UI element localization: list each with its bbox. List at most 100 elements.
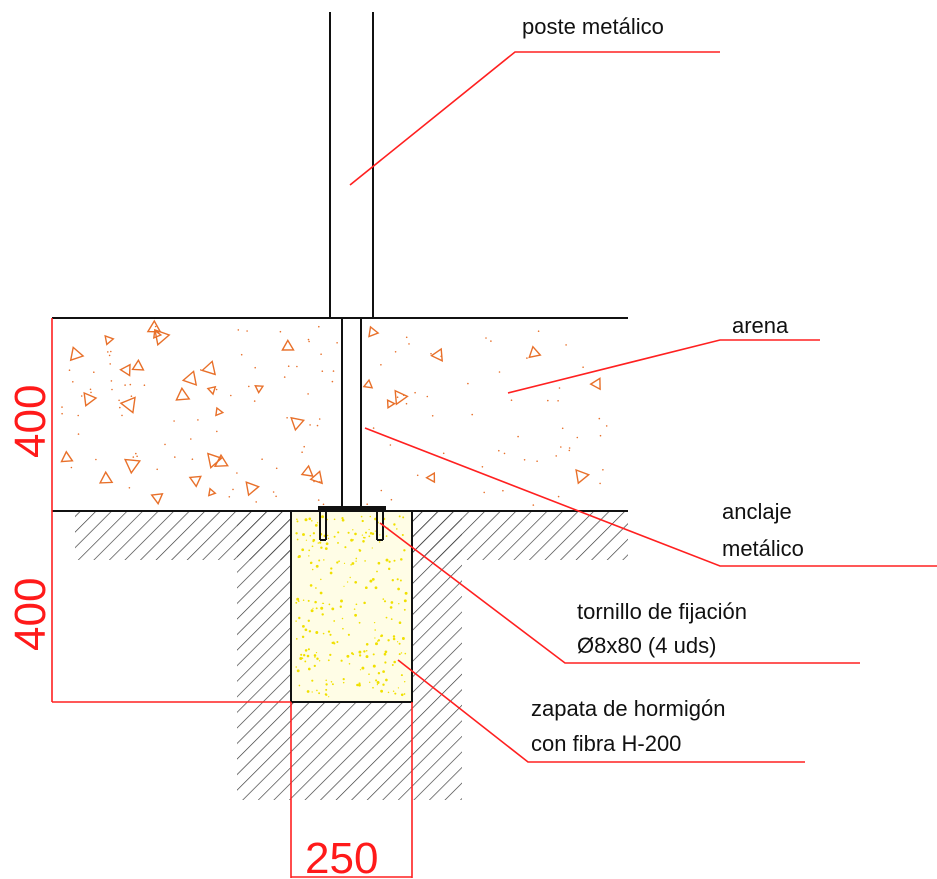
concrete-fiber-dot (321, 515, 324, 519)
concrete-fiber-dot (303, 654, 306, 657)
concrete-fiber-dot (330, 681, 333, 683)
concrete-fiber-dot (308, 517, 312, 521)
sand-grain-dot (380, 489, 383, 492)
concrete-fiber-dot (382, 683, 385, 686)
concrete-fiber-dot (369, 579, 373, 583)
concrete-fiber-dot (311, 568, 314, 571)
concrete-fiber-dot (353, 608, 356, 610)
sand-grain-dot (216, 430, 218, 433)
sand-grain-dot (503, 452, 506, 455)
sand-grain-dot (320, 353, 322, 356)
concrete-fiber-dot (400, 693, 404, 697)
concrete-fiber-dot (308, 549, 311, 552)
sand-grain-dot (248, 385, 250, 388)
concrete-fiber-dot (329, 653, 332, 657)
concrete-fiber-dot (363, 650, 366, 653)
sand-triangle-mark (425, 471, 436, 484)
concrete-fiber-dot (306, 690, 310, 693)
sand-triangle-mark (119, 396, 136, 414)
sand-triangle-mark (281, 339, 295, 351)
concrete-fiber-dot (307, 667, 311, 671)
sand-grain-dot (307, 393, 309, 395)
dimension-footing-width: 250 (305, 834, 378, 879)
concrete-fiber-dot (388, 560, 391, 563)
concrete-fiber-dot (313, 664, 316, 668)
sand-grain-dot (190, 438, 192, 440)
concrete-fiber-dot (369, 681, 371, 683)
concrete-fiber-dot (359, 669, 362, 671)
label-zapata: zapata de hormigón (531, 696, 725, 721)
concrete-fiber-dot (319, 541, 322, 544)
sand-grain-dot (523, 459, 526, 461)
concrete-fiber-dot (374, 586, 378, 590)
sand-grain-dot (321, 370, 324, 373)
sand-grain-dot (255, 501, 257, 503)
sand-grain-dot (109, 363, 111, 365)
sand-triangle-mark (215, 406, 225, 417)
concrete-fiber-dot (295, 532, 298, 535)
concrete-fiber-dot (373, 621, 376, 624)
concrete-fiber-dot (313, 654, 317, 657)
sand-grain-dot (498, 371, 501, 373)
sand-grain-dot (200, 369, 202, 371)
concrete-fiber-dot (396, 641, 399, 643)
anchor-plate (318, 506, 386, 512)
concrete-fiber-dot (389, 606, 393, 609)
concrete-fiber-dot (336, 641, 339, 643)
concrete-fiber-dot (343, 585, 345, 587)
sand-grain-dot (416, 474, 419, 477)
concrete-fiber-dot (298, 554, 301, 558)
concrete-fiber-dot (371, 532, 375, 535)
concrete-fiber-dot (326, 534, 329, 537)
sand-grain-dot (430, 352, 432, 355)
label-metalico: metálico (722, 536, 804, 561)
sand-grain-dot (605, 425, 608, 427)
concrete-fiber-dot (315, 631, 319, 634)
concrete-fiber-dot (356, 683, 359, 687)
concrete-fiber-dot (365, 649, 368, 652)
sand-triangle-mark (206, 452, 223, 470)
concrete-fiber-dot (384, 650, 388, 654)
concrete-fiber-dot (365, 655, 369, 659)
concrete-fiber-dot (301, 635, 305, 639)
sand-grain-dot (599, 434, 602, 437)
sand-grain-dot (156, 468, 158, 471)
sand-triangle-mark (575, 468, 591, 485)
concrete-fiber-dot (393, 660, 396, 664)
concrete-fiber-dot (342, 627, 344, 630)
concrete-fiber-dot (302, 533, 305, 536)
sand-triangle-mark (131, 358, 145, 371)
concrete-fiber-dot (333, 620, 336, 622)
concrete-fiber-dot (299, 657, 303, 660)
sand-triangle-mark (188, 475, 202, 488)
sand-grain-dot (510, 399, 513, 402)
concrete-fiber-dot (328, 603, 331, 606)
sand-grain-dot (426, 395, 429, 398)
sand-grain-dot (118, 399, 120, 402)
concrete-fiber-dot (321, 602, 324, 604)
concrete-fiber-dot (302, 625, 305, 628)
concrete-fiber-dot (380, 635, 383, 638)
concrete-fiber-dot (315, 607, 318, 610)
sand-grain-dot (308, 340, 310, 343)
soil-hatch-right-side (412, 512, 462, 800)
concrete-fiber-dot (358, 548, 360, 551)
concrete-fiber-dot (295, 601, 298, 604)
concrete-fiber-dot (314, 524, 318, 527)
sand-grain-dot (90, 391, 92, 394)
concrete-fiber-dot (348, 663, 351, 665)
concrete-fiber-dot (304, 660, 307, 663)
sand-grain-dot (331, 380, 334, 383)
sand-grain-dot (565, 344, 567, 346)
sand-grain-dot (154, 325, 157, 328)
concrete-fiber-dot (331, 607, 335, 611)
sand-grain-dot (283, 376, 286, 378)
concrete-fiber-dot (372, 664, 376, 668)
sand-triangle-mark (123, 458, 142, 475)
sand-grain-dot (390, 498, 393, 501)
concrete-fiber-dot (297, 600, 300, 602)
sand-grain-dot (599, 482, 601, 485)
sand-grain-dot (254, 366, 256, 369)
sand-grain-dot (405, 402, 408, 405)
concrete-fiber-dot (361, 519, 364, 523)
